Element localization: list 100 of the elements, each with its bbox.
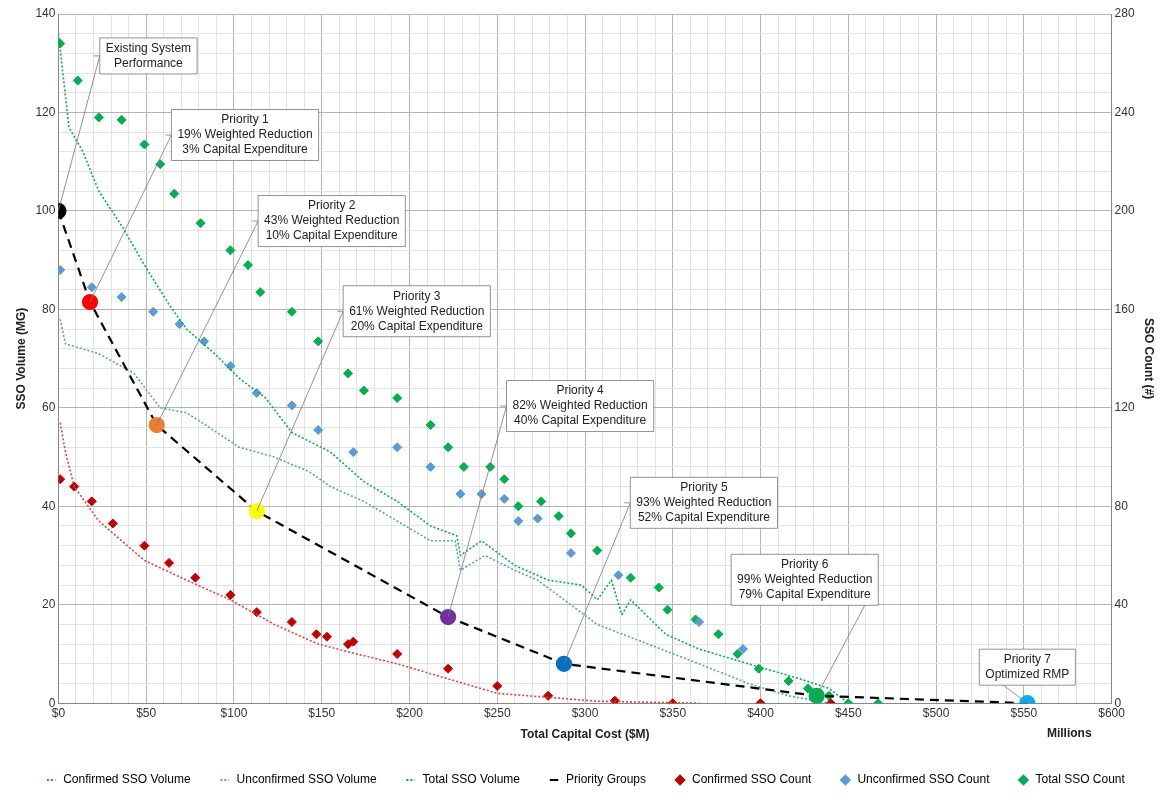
y-tick-label: 20	[42, 597, 56, 612]
y2-axis-title: SSO Count (#)	[1142, 317, 1157, 400]
legend-label: Confirmed SSO Count	[692, 772, 813, 787]
legend-label: Total SSO Volume	[422, 772, 521, 787]
point	[242, 260, 253, 271]
point	[392, 648, 403, 659]
x-tick-label: $300	[571, 705, 599, 720]
point	[164, 557, 174, 568]
point	[321, 631, 332, 642]
point	[536, 496, 547, 507]
point	[713, 629, 724, 640]
point	[348, 636, 359, 647]
y-tick-label: 120	[35, 104, 56, 119]
text: Millions	[1046, 725, 1092, 740]
point	[107, 518, 118, 529]
point	[808, 687, 825, 704]
point	[499, 474, 510, 485]
x-tick-label: $350	[659, 705, 687, 720]
annotation: Existing System Performance	[105, 40, 192, 70]
point	[139, 139, 150, 150]
x-tick-label: $50	[136, 705, 157, 720]
legend-label: Priority Groups	[566, 772, 647, 787]
point	[72, 75, 83, 86]
point	[155, 159, 166, 170]
y2-tick-label: 120	[1114, 400, 1135, 415]
y2-tick-label: 80	[1114, 498, 1129, 513]
point	[313, 336, 324, 347]
legend-label: Confirmed SSO Volume	[63, 772, 191, 787]
point	[802, 683, 813, 694]
y2-tick-label: 200	[1114, 203, 1135, 218]
x-tick-label: $500	[922, 705, 950, 720]
point	[195, 218, 206, 229]
point	[311, 629, 322, 640]
point	[286, 400, 297, 411]
x-tick-label: $450	[834, 705, 862, 720]
point	[255, 287, 266, 298]
annotation: Priority 5 93% Weighted Reduction 52% Capital Expenditure	[636, 480, 772, 525]
y2-tick-label: 280	[1114, 6, 1135, 21]
y-tick-label: 40	[42, 498, 56, 513]
point	[513, 501, 524, 512]
point	[783, 676, 794, 687]
y-tick-label: 140	[35, 6, 56, 21]
point	[225, 589, 236, 600]
legend-label: Total SSO Count	[1035, 772, 1126, 787]
point	[565, 528, 576, 539]
y2-tick-label: 40	[1114, 597, 1129, 612]
annotation: Priority 2 43% Weighted Reduction 10% Capital Expenditure	[264, 198, 400, 243]
point	[286, 616, 297, 627]
point	[148, 306, 159, 317]
x-tick-label: $550	[1010, 705, 1038, 720]
point	[86, 496, 97, 507]
point	[86, 282, 97, 293]
y2-tick-label: 160	[1114, 301, 1135, 316]
annotation: Priority 3 61% Weighted Reduction 20% Capital Expenditure	[349, 288, 485, 333]
point	[732, 648, 743, 659]
point	[492, 680, 503, 691]
annotation: Priority 6 99% Weighted Reduction 79% Capital Expenditure	[737, 557, 873, 602]
point	[348, 447, 359, 458]
point	[139, 540, 150, 551]
point	[737, 644, 748, 655]
point	[81, 293, 99, 311]
point	[174, 319, 185, 330]
point	[443, 663, 454, 674]
point	[169, 188, 180, 199]
point	[662, 604, 673, 615]
point	[116, 292, 127, 303]
point	[392, 392, 403, 403]
point	[286, 306, 297, 317]
point	[613, 570, 624, 581]
point	[248, 503, 265, 520]
x-tick-label: $0	[51, 705, 66, 720]
x-tick-label: $600	[1098, 705, 1126, 720]
point	[753, 663, 764, 674]
point	[455, 488, 466, 499]
point	[694, 616, 705, 627]
legend-label: Unconfirmed SSO Volume	[236, 772, 377, 787]
point	[532, 513, 543, 524]
point	[625, 572, 636, 583]
point	[653, 582, 664, 593]
point	[555, 655, 573, 672]
point	[458, 461, 469, 472]
annotation: Priority 7 Optimized RMP	[985, 652, 1070, 682]
y-tick-label: 100	[35, 203, 56, 218]
point	[425, 461, 436, 472]
point	[439, 608, 457, 626]
point	[343, 368, 354, 379]
point	[425, 420, 436, 431]
point	[513, 516, 524, 527]
point	[443, 442, 454, 453]
x-tick-label: $400	[747, 705, 775, 720]
annotation: Priority 1 19% Weighted Reduction 3% Capital Expenditure	[177, 112, 313, 157]
point	[543, 690, 554, 701]
point	[392, 442, 403, 453]
y-tick-label: 80	[42, 301, 56, 316]
point	[225, 245, 236, 256]
y-axis-title: SSO Volume (MG)	[13, 307, 28, 410]
point	[93, 112, 104, 123]
x-axis-title: Total Capital Cost ($M)	[520, 727, 650, 742]
point	[565, 548, 576, 559]
point	[592, 545, 603, 556]
